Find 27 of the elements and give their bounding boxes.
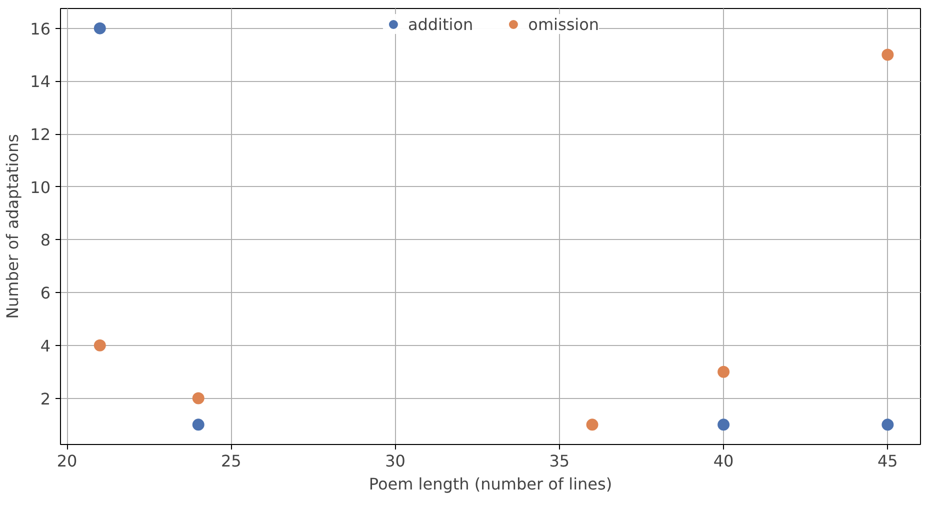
y-tick-label: 12	[30, 125, 50, 144]
x-tick-label: 45	[877, 452, 898, 470]
point	[192, 392, 204, 404]
x-tick-label: 35	[549, 452, 570, 470]
x-tick-label: 30	[385, 452, 406, 470]
y-tick-label: 6	[40, 284, 51, 303]
point	[718, 366, 730, 378]
y-tick-label: 2	[40, 389, 51, 408]
x-tick-label: 40	[713, 452, 734, 470]
point	[94, 339, 106, 352]
point	[586, 418, 598, 431]
y-tick-label: 4	[40, 336, 51, 356]
y-axis-title: Number of adaptations	[3, 134, 22, 319]
y-tick-label: 14	[30, 72, 50, 92]
legend-label: addition	[408, 14, 474, 34]
x-tick-label: 25	[221, 452, 242, 470]
point	[94, 22, 106, 34]
legend-label: omission	[528, 14, 600, 34]
point	[718, 418, 730, 431]
point	[192, 418, 204, 431]
x-axis-title: Poem length (number of lines)	[368, 474, 612, 494]
point	[882, 418, 894, 431]
point	[882, 48, 894, 61]
y-tick-label: 8	[40, 230, 51, 250]
x-tick-label: 20	[56, 452, 78, 470]
y-tick-label: 10	[30, 178, 50, 197]
y-tick-label: 16	[30, 19, 50, 38]
